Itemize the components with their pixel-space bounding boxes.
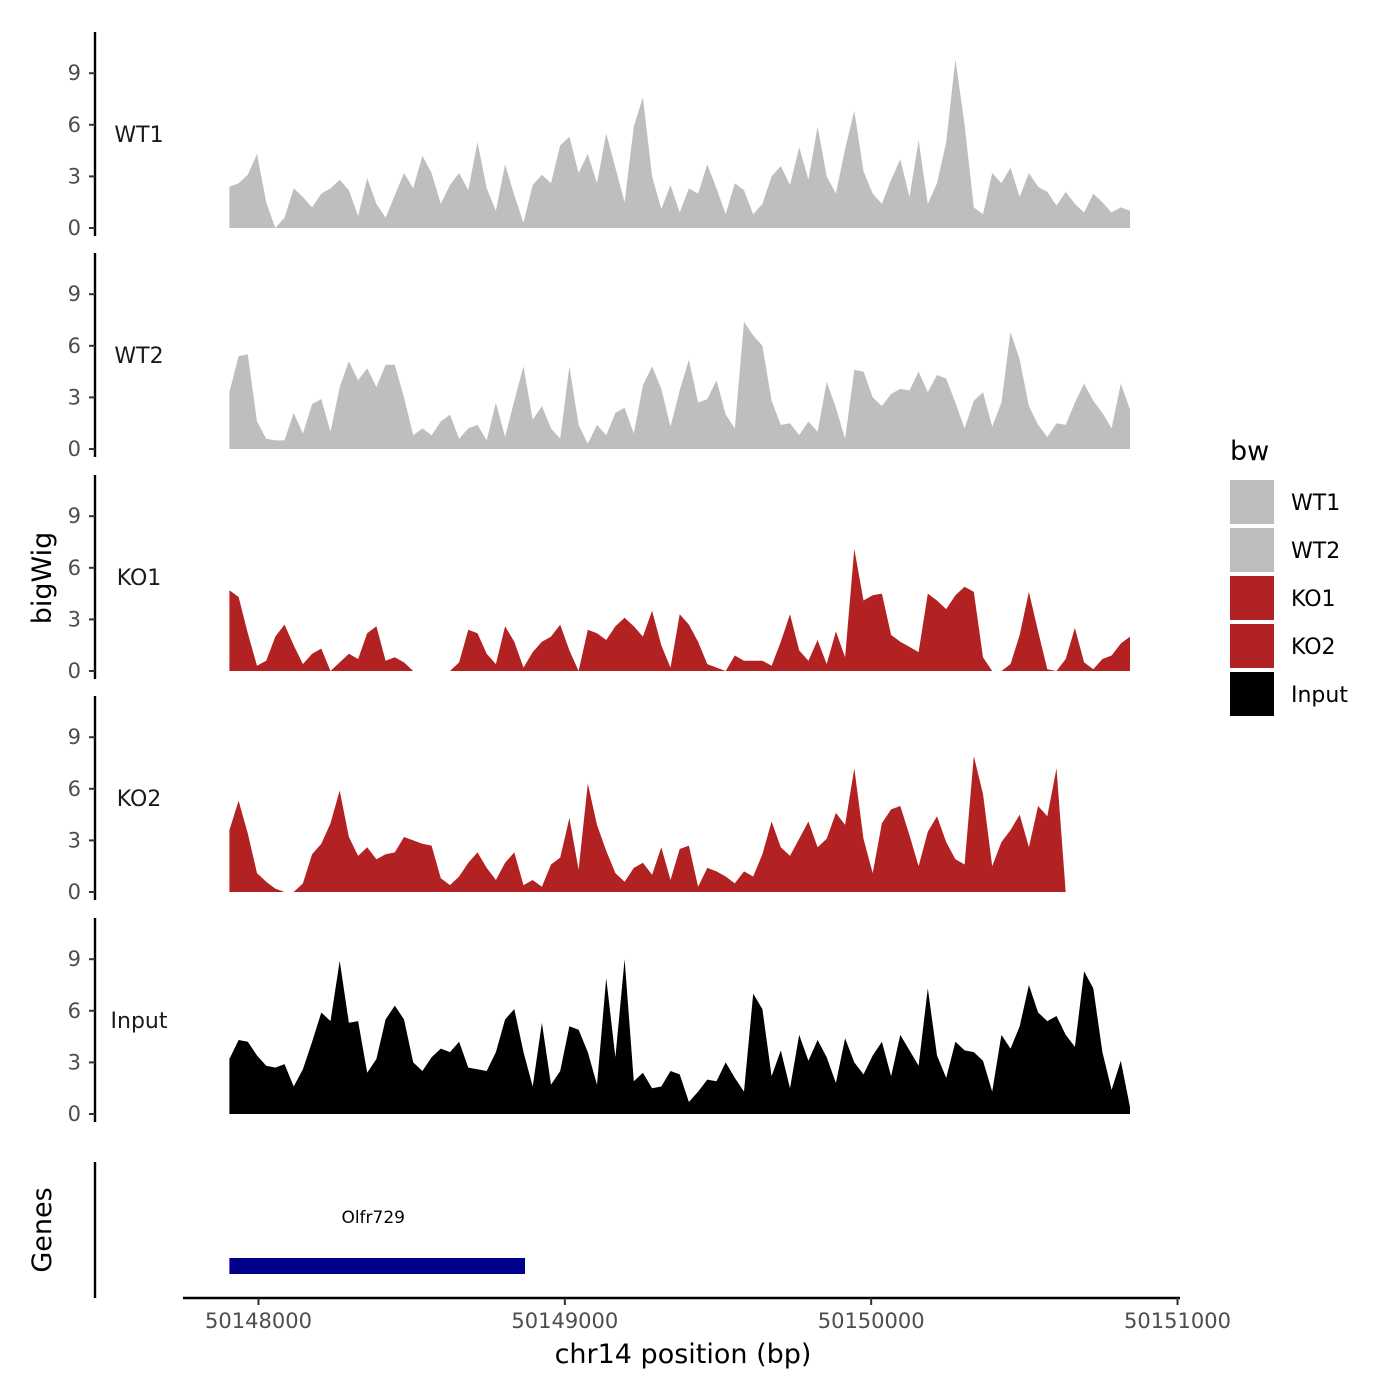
genes-axis-title: Genes — [27, 1187, 58, 1272]
y-tick-label: 6 — [68, 334, 81, 358]
y-tick-label: 6 — [68, 777, 81, 801]
track-ko1: 0 3 6 9 KO1 — [68, 475, 1130, 683]
y-axis-title: bigWig — [27, 532, 58, 625]
y-tick-label: 0 — [68, 1102, 81, 1126]
legend-label: KO2 — [1291, 635, 1336, 660]
legend: bw WT1 WT2 KO1 KO2 Input — [1230, 436, 1348, 716]
y-tick-label: 9 — [68, 504, 81, 528]
legend-item-input: Input — [1230, 672, 1348, 716]
y-tick-label: 9 — [68, 725, 81, 749]
track-label: KO1 — [117, 566, 162, 591]
genes-panel: Olfr729 — [93, 1162, 526, 1298]
area-ko2 — [229, 756, 1130, 892]
legend-keys: WT1 WT2 KO1 KO2 Input — [1230, 480, 1348, 716]
x-tick-label: 50150000 — [818, 1309, 925, 1333]
y-tick-label: 6 — [68, 113, 81, 137]
area-wt2 — [229, 321, 1130, 449]
legend-item-ko2: KO2 — [1230, 624, 1336, 668]
y-tick-label: 3 — [68, 828, 81, 852]
y-tick-label: 6 — [68, 556, 81, 580]
track-label: Input — [111, 1009, 168, 1034]
y-tick-label: 9 — [68, 61, 81, 85]
x-tick-label: 50151000 — [1124, 1309, 1231, 1333]
legend-key — [1230, 672, 1274, 716]
y-tick-label: 3 — [68, 164, 81, 188]
gene-label: Olfr729 — [341, 1208, 405, 1228]
legend-label: KO1 — [1291, 587, 1336, 612]
x-axis-title: chr14 position (bp) — [555, 1339, 812, 1370]
x-tick-label: 50149000 — [511, 1309, 618, 1333]
track-wt2: 0 3 6 9 WT2 — [68, 253, 1130, 461]
track-wt1: 0 3 6 9 WT1 — [68, 32, 1130, 240]
y-tick-label: 0 — [68, 659, 81, 683]
track-label: WT2 — [114, 344, 163, 369]
y-tick-label: 0 — [68, 880, 81, 904]
legend-label: Input — [1291, 683, 1348, 708]
y-tick-label: 0 — [68, 437, 81, 461]
gene-bar — [229, 1258, 526, 1274]
y-tick-label: 3 — [68, 385, 81, 409]
legend-item-wt2: WT2 — [1230, 528, 1340, 572]
legend-key — [1230, 576, 1274, 620]
legend-item-ko1: KO1 — [1230, 576, 1336, 620]
legend-label: WT2 — [1291, 539, 1340, 564]
legend-title: bw — [1230, 436, 1269, 467]
track-label: KO2 — [117, 787, 162, 812]
track-input: 0 3 6 9 Input — [68, 918, 1130, 1126]
y-tick-label: 0 — [68, 216, 81, 240]
area-input — [229, 959, 1130, 1114]
y-tick-label: 3 — [68, 607, 81, 631]
x-axis: 50148000 50149000 50150000 50151000 — [183, 1296, 1231, 1333]
legend-key — [1230, 480, 1274, 524]
x-tick-label: 50148000 — [205, 1309, 312, 1333]
area-wt1 — [229, 59, 1130, 229]
area-ko1 — [229, 548, 1130, 671]
legend-key — [1230, 624, 1274, 668]
legend-item-wt1: WT1 — [1230, 480, 1340, 524]
y-tick-label: 9 — [68, 282, 81, 306]
y-tick-label: 3 — [68, 1050, 81, 1074]
track-label: WT1 — [114, 123, 163, 148]
y-tick-label: 9 — [68, 947, 81, 971]
legend-key — [1230, 528, 1274, 572]
tracks: 0 3 6 9 WT1 0 3 6 9 WT2 0 3 6 9 KO1 0 3 6 9 KO2 0 3 6 9 Input — [68, 32, 1130, 1126]
track-ko2: 0 3 6 9 KO2 — [68, 696, 1130, 904]
y-tick-label: 6 — [68, 999, 81, 1023]
legend-label: WT1 — [1291, 491, 1340, 516]
